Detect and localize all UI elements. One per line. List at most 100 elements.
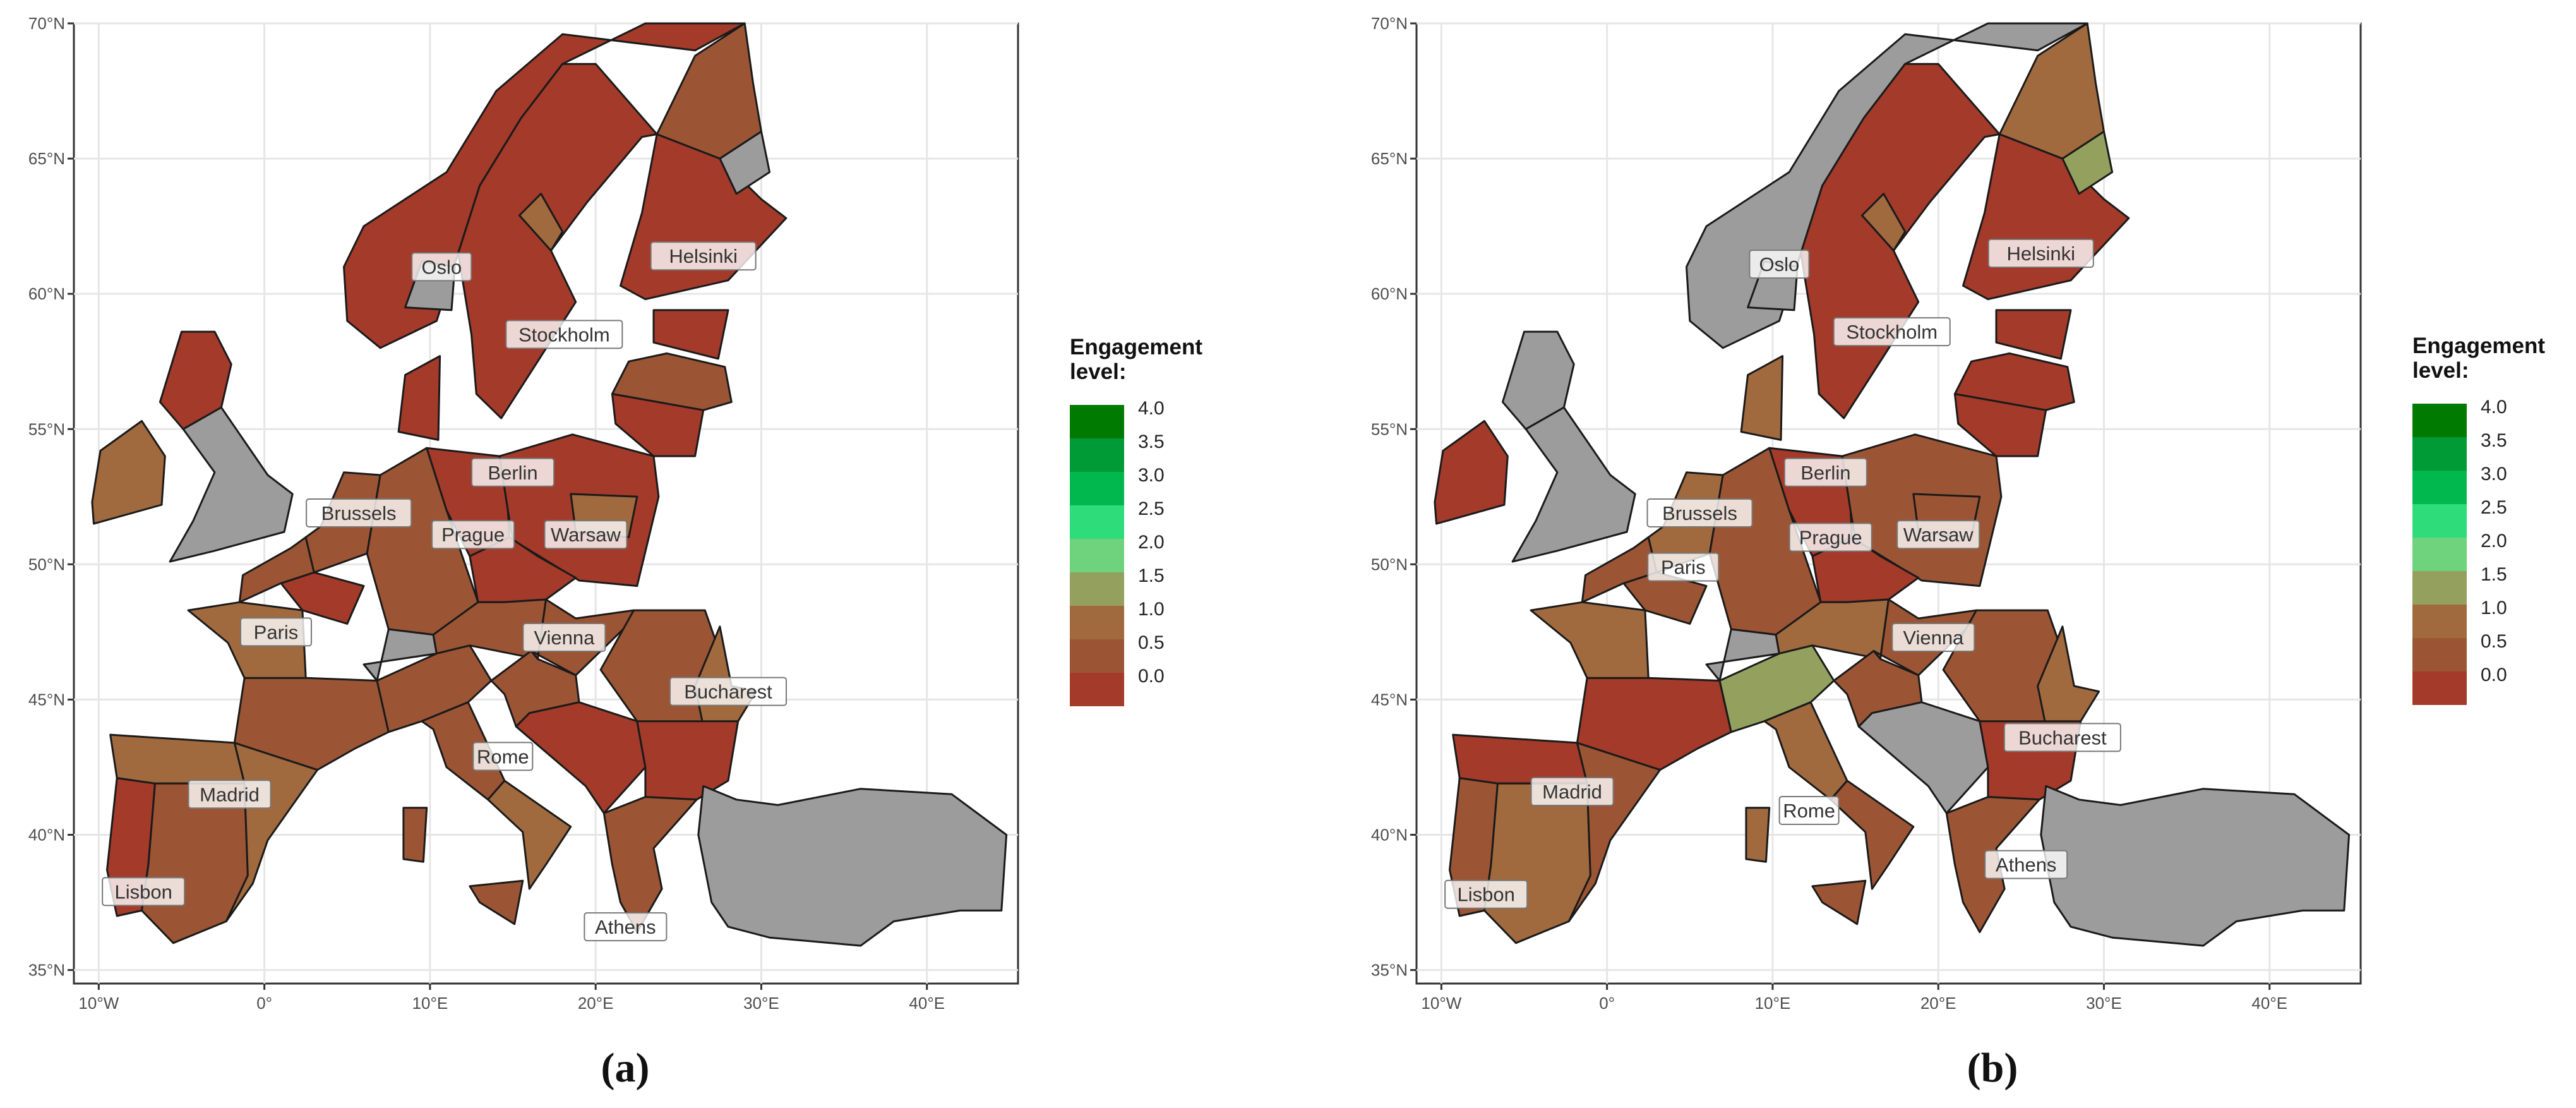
city-label-berlin: Berlin: [471, 457, 555, 487]
legend-value: 1.5: [1138, 565, 1165, 586]
legend-swatch: [2412, 437, 2467, 471]
legend-swatch: [2412, 671, 2467, 705]
city-label-box: [505, 320, 623, 349]
city-name: Prague: [441, 524, 505, 546]
city-label-box: [544, 520, 628, 550]
city-label-berlin: Berlin: [1783, 457, 1867, 487]
city-name: Brussels: [1662, 502, 1737, 524]
lat-tick-label: 65°N: [1371, 149, 1408, 168]
city-name: Brussels: [321, 502, 397, 524]
city-label-warsaw: Warsaw: [1896, 520, 1980, 550]
legend-swatch: [2412, 404, 2467, 437]
legend-value: 2.5: [1138, 498, 1165, 519]
city-label-prague: Prague: [1788, 522, 1872, 552]
city-label-box: [1788, 522, 1872, 552]
city-label-box: [1891, 622, 1975, 652]
city-label-box: [411, 252, 472, 282]
region-estonia: [1995, 309, 2072, 360]
legend-value: 0.5: [1138, 632, 1165, 653]
region-denmark: [397, 355, 441, 441]
panel-caption-b: (b): [1967, 1045, 2018, 1091]
legend-value: 1.0: [1138, 599, 1165, 620]
city-label-box: [1646, 498, 1753, 527]
lon-tick-label: 30°E: [743, 994, 779, 1013]
legend-value: 0.0: [2481, 665, 2507, 685]
region-lapland: [719, 130, 771, 195]
city-name: Stockholm: [1846, 321, 1938, 343]
lon-tick-label: 40°E: [2251, 994, 2287, 1013]
city-labels: Oslo Stockholm Helsinki Berlin Brussels Pragu…: [102, 241, 788, 942]
legend-value: 0.5: [2481, 631, 2507, 652]
city-label-paris: Paris: [239, 617, 312, 647]
city-label-vienna: Vienna: [522, 622, 606, 652]
city-name: Berlin: [488, 462, 537, 484]
lat-tick-label: 40°N: [1371, 826, 1408, 845]
city-label-prague: Prague: [431, 520, 515, 550]
city-label-rome: Rome: [472, 742, 534, 771]
city-label-box: [471, 457, 555, 487]
city-label-box: [2003, 723, 2121, 752]
city-label-lisbon: Lisbon: [102, 877, 186, 906]
region-central-sweden: [518, 193, 564, 252]
legend-value: 1.5: [2481, 564, 2507, 585]
lat-tick-label: 55°N: [1371, 419, 1408, 438]
legend-title-line2: level:: [2412, 358, 2469, 383]
region-austria: [432, 598, 547, 660]
legend-value: 2.5: [2481, 497, 2507, 518]
city-name: Rome: [477, 745, 529, 768]
legend-title-line1: Engagement: [2412, 334, 2545, 358]
legend-swatch: [2412, 571, 2467, 605]
city-label-paris: Paris: [1647, 552, 1720, 582]
region-austria: [1775, 598, 1890, 660]
city-name: Madrid: [1542, 781, 1602, 803]
legend-value: 4.0: [2481, 397, 2507, 418]
city-label-box: [1444, 879, 1528, 909]
legend-value: 2.0: [2481, 531, 2507, 551]
city-name: Oslo: [1759, 253, 1800, 275]
city-label-box: [188, 780, 272, 809]
legend-a: Engagement level: 4.0 3.5 3.0 2.5 2.0 1.5 1.0 0…: [1070, 335, 1202, 706]
city-name: Oslo: [421, 256, 462, 278]
city-label-box: [1984, 850, 2068, 879]
city-label-warsaw: Warsaw: [544, 520, 628, 550]
city-name: Prague: [1799, 527, 1862, 549]
legend-swatch: [2412, 504, 2467, 538]
lat-tick-label: 60°N: [28, 284, 65, 303]
lat-tick-label: 65°N: [28, 149, 65, 168]
lon-tick-label: 20°E: [1920, 994, 1956, 1013]
city-label-box: [650, 241, 757, 271]
city-name: Bucharest: [2018, 726, 2107, 749]
legend-value: 3.5: [2481, 430, 2507, 451]
city-label-rome: Rome: [1778, 795, 1840, 825]
lat-tick-label: 35°N: [1371, 961, 1408, 980]
lat-tick-label: 45°N: [28, 690, 65, 709]
region-switzerland: [1705, 628, 1780, 682]
legend-value: 1.0: [2481, 598, 2507, 618]
region-central-sweden: [1861, 193, 1907, 252]
city-name: Berlin: [1800, 462, 1850, 484]
legend-swatch: [1070, 472, 1124, 505]
city-name: Vienna: [534, 627, 595, 649]
city-name: Madrid: [200, 783, 260, 805]
city-label-lisbon: Lisbon: [1444, 879, 1528, 909]
region-sardinia: [1745, 807, 1771, 863]
city-name: Paris: [254, 621, 299, 643]
lat-tick-label: 55°N: [28, 419, 65, 438]
latitude-ticks: 70°N 65°N 60°N 55°N 50°N 45°N 40°N 35°N: [1371, 14, 1417, 980]
city-label-athens: Athens: [584, 912, 668, 942]
lon-tick-label: 10°E: [1755, 994, 1791, 1013]
region-greece: [602, 796, 698, 934]
city-label-brussels: Brussels: [1646, 498, 1753, 527]
region-italy-north: [1718, 644, 1835, 733]
region-england: [1511, 406, 1636, 563]
legend-swatch: [1070, 505, 1124, 539]
lon-tick-label: 10°W: [78, 994, 119, 1013]
legend-swatch: [1070, 606, 1124, 639]
city-name: Warsaw: [1903, 524, 1974, 546]
city-label-bucharest: Bucharest: [669, 677, 788, 706]
city-name: Athens: [1996, 854, 2057, 876]
city-label-stockholm: Stockholm: [505, 320, 623, 349]
legend-swatch: [2412, 638, 2467, 671]
region-ireland: [91, 419, 166, 525]
region-lithuania: [1953, 393, 2047, 457]
